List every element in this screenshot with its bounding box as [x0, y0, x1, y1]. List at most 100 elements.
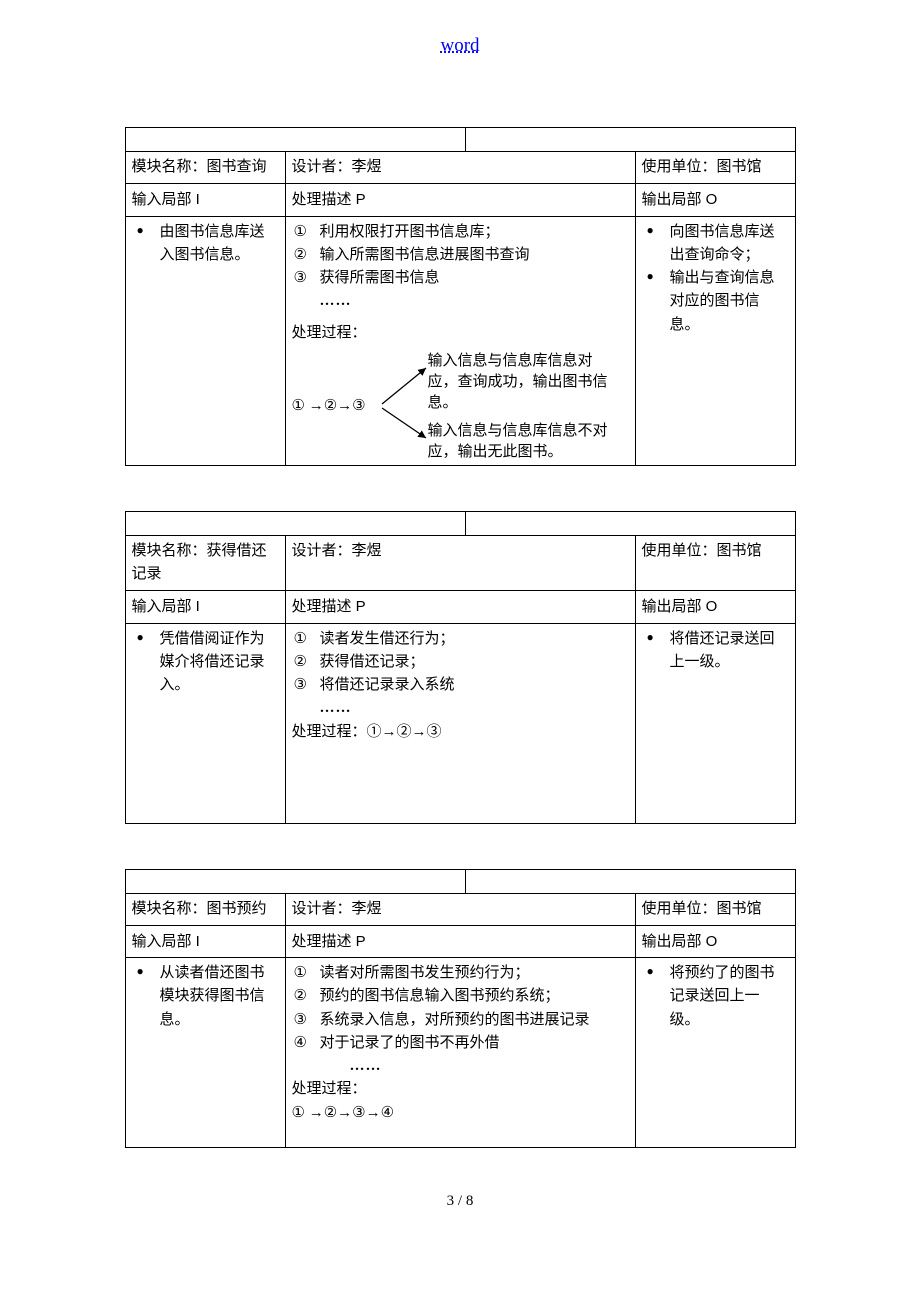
label: 使用单位：: [642, 159, 717, 175]
output-cell: 将预约了的图书记录送回上一级。: [635, 958, 795, 1148]
list-item: 凭借借阅证作为媒介将借还记录入。: [132, 628, 279, 698]
process-cell: ① 读者对所需图书发生预约行为； ② 预约的图书信息输入图书预约系统； ③ 系统录入信…: [285, 958, 635, 1148]
flow-chain: ① →②→③: [292, 395, 366, 418]
table-row: [125, 128, 795, 152]
step-num: ②: [294, 651, 307, 674]
output-cell: 将借还记录送回上一级。: [635, 623, 795, 823]
designer-cell: 设计者：李煜: [285, 535, 635, 591]
input-cell: 由图书信息库送入图书信息。: [125, 216, 285, 465]
label: 设计者：: [292, 159, 352, 175]
flow-label: 处理过程：: [292, 1078, 629, 1101]
output-header: 输出局部 O: [635, 184, 795, 216]
table-row: 模块名称：图书预约 设计者：李煜 使用单位：图书馆: [125, 893, 795, 925]
label: 设计者：: [292, 543, 352, 559]
output-header: 输出局部 O: [635, 591, 795, 623]
table-row: 模块名称：图书查询 设计者：李煜 使用单位：图书馆: [125, 152, 795, 184]
ellipsis: ……: [292, 290, 629, 313]
table-row: 从读者借还图书模块获得图书信息。 ① 读者对所需图书发生预约行为； ② 预约的图书信…: [125, 958, 795, 1148]
input-header: 输入局部 I: [125, 184, 285, 216]
module-cell: 模块名称：获得借还记录: [125, 535, 285, 591]
step-text: 获得所需图书信息: [320, 270, 440, 286]
output-cell: 向图书信息库送出查询命令； 输出与查询信息对应的图书信息。: [635, 216, 795, 465]
list-item: ③ 获得所需图书信息: [292, 267, 629, 290]
label: 使用单位：: [642, 543, 717, 559]
step-text: 预约的图书信息输入图书预约系统；: [320, 988, 560, 1004]
label: 模块名称：: [132, 543, 207, 559]
step-num: ③: [294, 267, 307, 290]
unit-cell: 使用单位：图书馆: [635, 893, 795, 925]
designer-cell: 设计者：李煜: [285, 893, 635, 925]
list-item: 由图书信息库送入图书信息。: [132, 221, 279, 268]
step-num: ①: [294, 628, 307, 651]
value: 李煜: [352, 901, 382, 917]
label: 模块名称：: [132, 159, 207, 175]
unit-cell: 使用单位：图书馆: [635, 535, 795, 591]
step-text: 读者发生借还行为；: [320, 631, 455, 647]
step-num: ①: [294, 962, 307, 985]
table-row: 输入局部 I 处理描述 P 输出局部 O: [125, 184, 795, 216]
step-text: 读者对所需图书发生预约行为；: [320, 965, 530, 981]
value: 图书预约: [207, 901, 267, 917]
list-item: 向图书信息库送出查询命令；: [642, 221, 789, 268]
step-text: 输入所需图书信息进展图书查询: [320, 247, 530, 263]
flow-inline: 处理过程：①→②→③: [292, 721, 629, 744]
page: word 模块名称：图书查询 设计者：李煜 使用单位：图书馆 输入局部 I 处理…: [0, 0, 920, 1250]
process-label: 处理过程：: [292, 322, 629, 345]
module-cell: 模块名称：图书查询: [125, 152, 285, 184]
label: 设计者：: [292, 901, 352, 917]
step-num: ③: [294, 674, 307, 697]
input-header: 输入局部 I: [125, 925, 285, 957]
table-row: [125, 869, 795, 893]
value: 图书馆: [717, 901, 762, 917]
label: 使用单位：: [642, 901, 717, 917]
list-item: ① 利用权限打开图书信息库；: [292, 221, 629, 244]
ipo-table-3: 模块名称：图书预约 设计者：李煜 使用单位：图书馆 输入局部 I 处理描述 P …: [125, 869, 796, 1148]
table-row: 输入局部 I 处理描述 P 输出局部 O: [125, 591, 795, 623]
step-text: 系统录入信息，对所预约的图书进展记录: [320, 1012, 590, 1028]
step-num: ①: [294, 221, 307, 244]
step-num: ③: [294, 1009, 307, 1032]
list-item: ② 输入所需图书信息进展图书查询: [292, 244, 629, 267]
process-header: 处理描述 P: [285, 184, 635, 216]
step-num: ②: [294, 244, 307, 267]
ipo-table-2: 模块名称：获得借还记录 设计者：李煜 使用单位：图书馆 输入局部 I 处理描述 …: [125, 511, 796, 824]
ellipsis: ……: [292, 1055, 629, 1078]
process-cell: ①利用权限打开图书信息库； ②输入所需图书信息进展图书查询 ③获得所需图书信息 …: [285, 216, 635, 465]
step-num: ④: [294, 1032, 307, 1055]
table-row: 模块名称：获得借还记录 设计者：李煜 使用单位：图书馆: [125, 535, 795, 591]
list-item: ③ 将借还记录录入系统: [292, 674, 629, 697]
table-row: 输入局部 I 处理描述 P 输出局部 O: [125, 925, 795, 957]
list-item: ① 读者对所需图书发生预约行为；: [292, 962, 629, 985]
table-row: 凭借借阅证作为媒介将借还记录入。 ① 读者发生借还行为； ② 获得借还记录； ③ 将借…: [125, 623, 795, 823]
value: 李煜: [352, 159, 382, 175]
step-text: 将借还记录录入系统: [320, 677, 455, 693]
header-link-text: word: [440, 35, 479, 56]
flow-diagram: ① →②→③ 输入信息与信息库信息对应，查询成功，输出图书信息。 输入信息与信息…: [292, 351, 629, 461]
value: 图书查询: [207, 159, 267, 175]
step-num: ②: [294, 985, 307, 1008]
value: 李煜: [352, 543, 382, 559]
branch-top: 输入信息与信息库信息对应，查询成功，输出图书信息。: [428, 351, 618, 414]
table-row: [125, 511, 795, 535]
list-item: ① 读者发生借还行为；: [292, 628, 629, 651]
module-cell: 模块名称：图书预约: [125, 893, 285, 925]
input-cell: 凭借借阅证作为媒介将借还记录入。: [125, 623, 285, 823]
list-item: 从读者借还图书模块获得图书信息。: [132, 962, 279, 1032]
step-text: 获得借还记录；: [320, 654, 425, 670]
output-header: 输出局部 O: [635, 925, 795, 957]
list-item: ④对于记录了的图书不再外借: [292, 1032, 629, 1055]
unit-cell: 使用单位：图书馆: [635, 152, 795, 184]
process-cell: ① 读者发生借还行为； ② 获得借还记录； ③ 将借还记录录入系统 …… 处理过程：①…: [285, 623, 635, 823]
list-item: 将预约了的图书记录送回上一级。: [642, 962, 789, 1032]
ellipsis: ……: [292, 697, 629, 720]
input-cell: 从读者借还图书模块获得图书信息。: [125, 958, 285, 1148]
list-item: 输出与查询信息对应的图书信息。: [642, 267, 789, 337]
list-item: ② 预约的图书信息输入图书预约系统；: [292, 985, 629, 1008]
label: 模块名称：: [132, 901, 207, 917]
list-item: ③ 系统录入信息，对所预约的图书进展记录: [292, 1009, 629, 1032]
step-text: 利用权限打开图书信息库；: [320, 224, 500, 240]
header-link[interactable]: word: [0, 35, 920, 57]
process-header: 处理描述 P: [285, 925, 635, 957]
branch-bot: 输入信息与信息库信息不对应，输出无此图书。: [428, 421, 618, 463]
table-row: 由图书信息库送入图书信息。 ① 利用权限打开图书信息库； ② 输入所需图书信息进展图…: [125, 216, 795, 465]
